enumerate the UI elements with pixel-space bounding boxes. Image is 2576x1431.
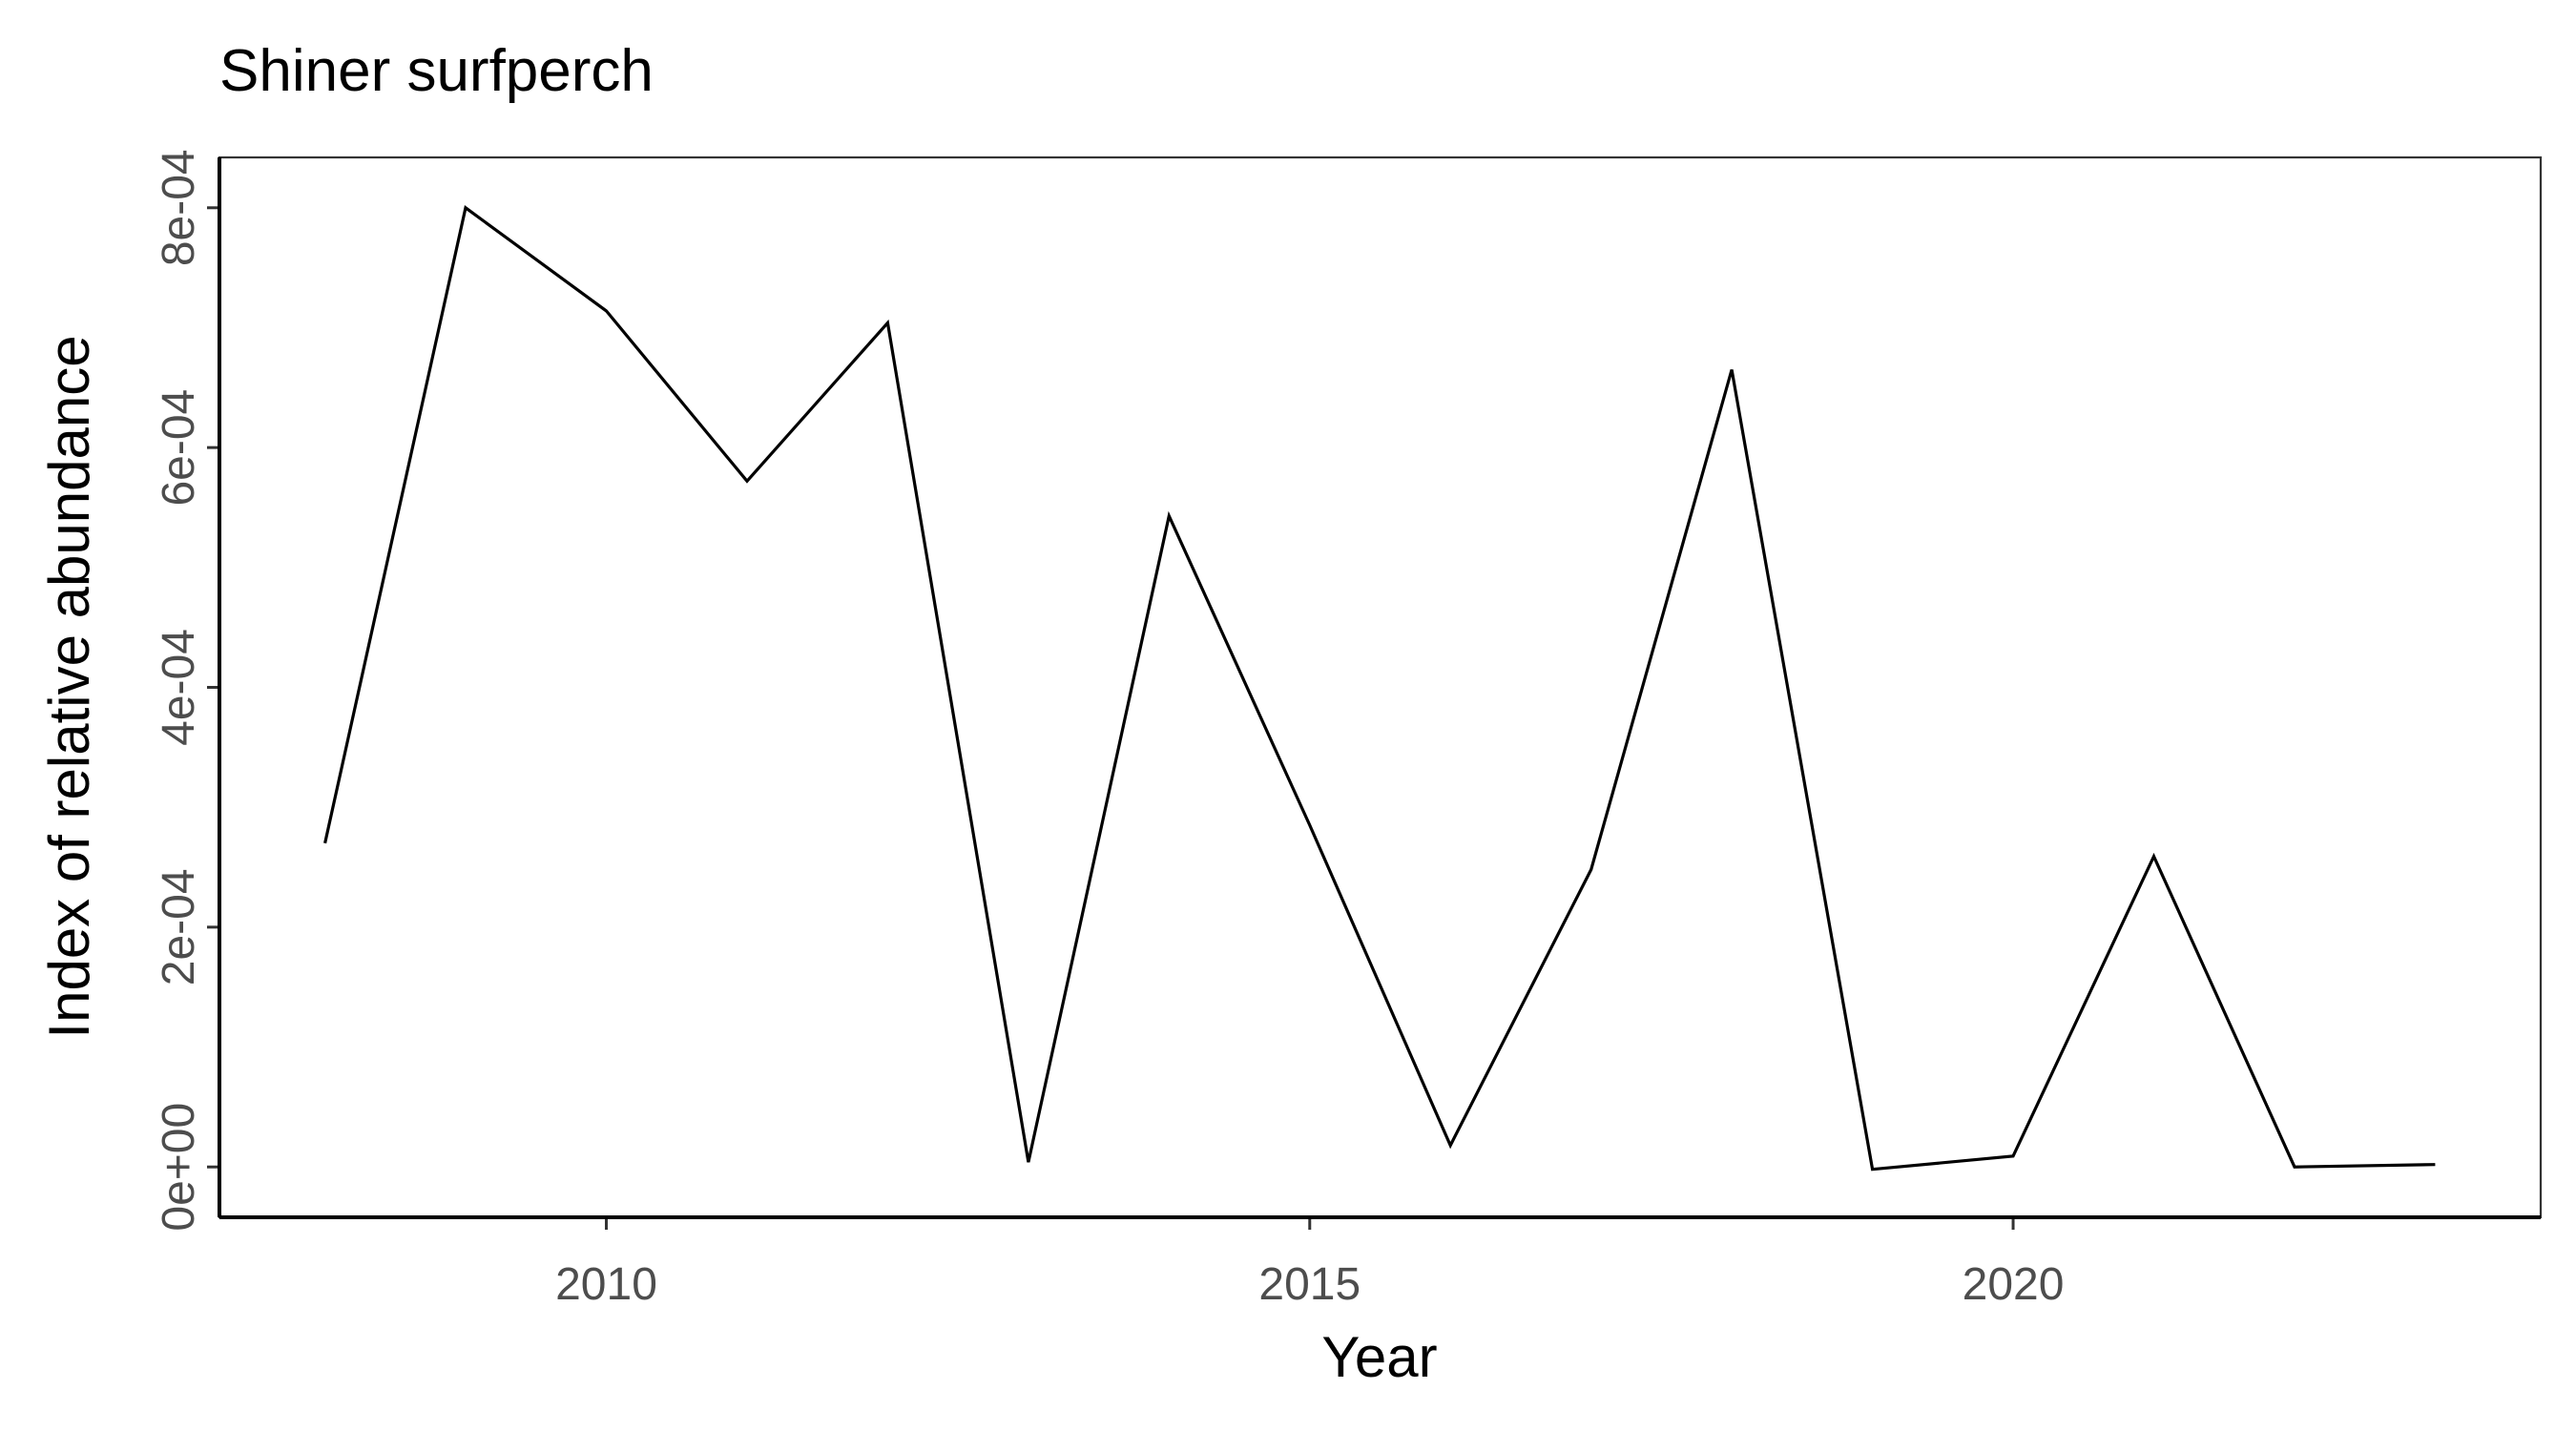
y-tick-label: 8e-04 <box>154 149 204 266</box>
x-tick-label: 2015 <box>1258 1259 1361 1310</box>
x-axis: 2010 2015 2020 <box>555 1217 2064 1310</box>
y-tick-label: 2e-04 <box>154 868 204 985</box>
x-axis-title: Year <box>1321 1325 1437 1389</box>
abundance-line <box>323 205 2436 1172</box>
x-tick-label: 2010 <box>555 1259 657 1310</box>
series-layer <box>323 205 2436 1172</box>
y-axis-title: Index of relative abundance <box>37 335 101 1038</box>
chart-title: Shiner surfperch <box>219 38 654 104</box>
y-tick-label: 4e-04 <box>154 629 204 746</box>
x-tick-label: 2020 <box>1963 1259 2065 1310</box>
y-tick-label: 6e-04 <box>154 389 204 507</box>
y-axis: 0e+00 2e-04 4e-04 6e-04 8e-04 <box>154 149 219 1232</box>
plot-panel-border <box>218 156 2543 1219</box>
y-tick-label: 0e+00 <box>154 1103 204 1232</box>
